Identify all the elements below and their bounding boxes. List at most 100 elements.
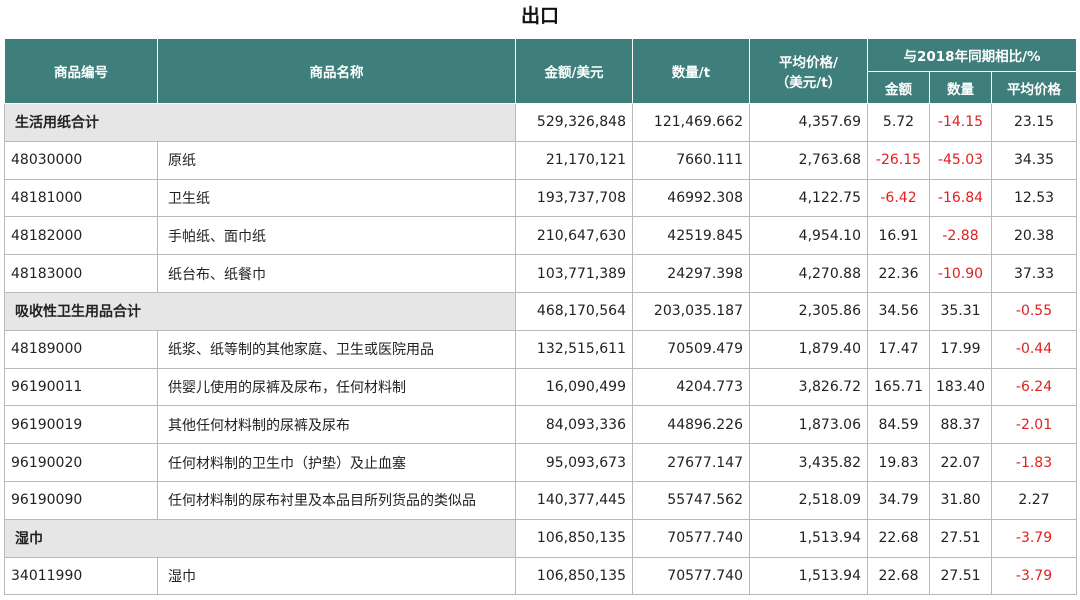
cell-code: 96190020 [4, 443, 158, 482]
export-table: 商品编号 商品名称 金额/美元 数量/t 平均价格/ （美元/t） 与2018年… [4, 38, 1078, 596]
cell-name: 任何材料制的尿布衬里及本品目所列货品的类似品 [157, 480, 516, 520]
cell-yoy-price: 12.53 [990, 178, 1078, 218]
subtotal-label: 生活用纸合计 [4, 103, 516, 142]
cell-name: 纸台布、纸餐巾 [157, 254, 516, 293]
cell-yoy-price: 2.27 [990, 480, 1078, 520]
subtotal-row: 生活用纸合计 529,326,848 121,469.662 4,357.69 5.72… [4, 103, 1078, 142]
cell-amount: 193,737,708 [515, 178, 633, 218]
cell-yoy-amount: 22.68 [867, 556, 930, 596]
cell-avg-price: 4,954.10 [749, 216, 868, 256]
cell-avg-price: 4,270.88 [749, 254, 868, 293]
cell-yoy-amount: 17.47 [867, 329, 930, 369]
cell-avg-price: 1,873.06 [749, 405, 868, 445]
cell-qty: 55747.562 [632, 480, 750, 520]
cell-code: 96190090 [4, 480, 158, 520]
cell-amount: 468,170,564 [515, 291, 633, 331]
header-avg-price-line2: （美元/t） [775, 75, 842, 91]
table-row: 96190090 任何材料制的尿布衬里及本品目所列货品的类似品 140,377,44… [4, 480, 1078, 520]
cell-qty: 7660.111 [632, 140, 750, 180]
cell-yoy-price: 20.38 [990, 216, 1078, 256]
cell-code: 34011990 [4, 556, 158, 596]
cell-yoy-price: -2.01 [990, 405, 1078, 445]
header-avg-price: 平均价格/ （美元/t） [749, 38, 868, 104]
cell-qty: 70577.740 [632, 518, 750, 558]
cell-yoy-price: -0.44 [990, 329, 1078, 369]
cell-yoy-qty: -16.84 [929, 178, 992, 218]
cell-amount: 95,093,673 [515, 443, 633, 482]
cell-code: 48030000 [4, 140, 158, 180]
cell-name: 原纸 [157, 140, 516, 180]
cell-yoy-qty: 183.40 [929, 367, 992, 407]
cell-avg-price: 1,513.94 [749, 556, 868, 596]
cell-avg-price: 4,357.69 [749, 103, 868, 142]
subtotal-row: 吸收性卫生用品合计 468,170,564 203,035.187 2,305.86 3… [4, 291, 1078, 331]
header-yoy-price: 平均价格 [990, 71, 1078, 104]
cell-avg-price: 1,513.94 [749, 518, 868, 558]
cell-qty: 203,035.187 [632, 291, 750, 331]
cell-name: 其他任何材料制的尿裤及尿布 [157, 405, 516, 445]
cell-code: 48182000 [4, 216, 158, 256]
cell-yoy-amount: 19.83 [867, 443, 930, 482]
cell-amount: 84,093,336 [515, 405, 633, 445]
cell-yoy-amount: 22.68 [867, 518, 930, 558]
cell-yoy-price: -1.83 [990, 443, 1078, 482]
cell-yoy-price: 37.33 [990, 254, 1078, 293]
cell-yoy-price: -6.24 [990, 367, 1078, 407]
cell-name: 供婴儿使用的尿裤及尿布，任何材料制 [157, 367, 516, 407]
cell-yoy-price: 23.15 [990, 103, 1078, 142]
cell-amount: 210,647,630 [515, 216, 633, 256]
table-row: 48182000 手帕纸、面巾纸 210,647,630 42519.845 4,954… [4, 216, 1078, 256]
cell-yoy-qty: 22.07 [929, 443, 992, 482]
cell-name: 卫生纸 [157, 178, 516, 218]
cell-code: 96190019 [4, 405, 158, 445]
cell-avg-price: 4,122.75 [749, 178, 868, 218]
cell-yoy-qty: -14.15 [929, 103, 992, 142]
cell-amount: 106,850,135 [515, 518, 633, 558]
header-code: 商品编号 [4, 38, 158, 104]
cell-avg-price: 2,518.09 [749, 480, 868, 520]
header-yoy-group: 与2018年同期相比/% [866, 38, 1078, 72]
cell-yoy-amount: 22.36 [867, 254, 930, 293]
table-row: 48181000 卫生纸 193,737,708 46992.308 4,122.75-… [4, 178, 1078, 218]
cell-qty: 24297.398 [632, 254, 750, 293]
cell-yoy-amount: 5.72 [867, 103, 930, 142]
cell-avg-price: 3,826.72 [749, 367, 868, 407]
table-row: 48183000 纸台布、纸餐巾 103,771,389 24297.398 4,270… [4, 254, 1078, 293]
table-row: 96190011 供婴儿使用的尿裤及尿布，任何材料制 16,090,499 4204.… [4, 367, 1078, 407]
cell-avg-price: 1,879.40 [749, 329, 868, 369]
table-row: 48030000 原纸 21,170,121 7660.111 2,763.68 -26.… [4, 140, 1078, 180]
cell-avg-price: 3,435.82 [749, 443, 868, 482]
cell-yoy-amount: -26.15 [867, 140, 930, 180]
cell-name: 湿巾 [157, 556, 516, 596]
header-yoy-amount: 金额 [867, 71, 930, 104]
header-avg-price-line1: 平均价格/ [779, 55, 838, 71]
table-row: 96190019 其他任何材料制的尿裤及尿布 84,093,336 44896.226… [4, 405, 1078, 445]
cell-code: 48181000 [4, 178, 158, 218]
page-title: 出口 [520, 5, 559, 27]
cell-name: 纸浆、纸等制的其他家庭、卫生或医院用品 [157, 329, 516, 369]
table-body: 生活用纸合计 529,326,848 121,469.662 4,357.69 5.72… [4, 103, 1078, 596]
cell-yoy-amount: 34.79 [867, 480, 930, 520]
cell-qty: 121,469.662 [632, 103, 750, 142]
cell-amount: 140,377,445 [515, 480, 633, 520]
cell-qty: 70577.740 [632, 556, 750, 596]
cell-yoy-amount: 16.91 [867, 216, 930, 256]
cell-yoy-amount: 84.59 [867, 405, 930, 445]
cell-yoy-qty: 88.37 [929, 405, 992, 445]
cell-amount: 529,326,848 [515, 103, 633, 142]
cell-avg-price: 2,305.86 [749, 291, 868, 331]
cell-qty: 70509.479 [632, 329, 750, 369]
subtotal-label: 吸收性卫生用品合计 [4, 291, 516, 331]
cell-yoy-qty: 17.99 [929, 329, 992, 369]
cell-yoy-qty: 27.51 [929, 518, 992, 558]
cell-yoy-qty: 27.51 [929, 556, 992, 596]
cell-amount: 132,515,611 [515, 329, 633, 369]
cell-yoy-qty: 31.80 [929, 480, 992, 520]
cell-qty: 42519.845 [632, 216, 750, 256]
cell-yoy-price: -0.55 [990, 291, 1078, 331]
header-qty: 数量/t [632, 38, 750, 104]
cell-qty: 27677.147 [632, 443, 750, 482]
cell-yoy-qty: -10.90 [929, 254, 992, 293]
cell-yoy-price: -3.79 [990, 556, 1078, 596]
cell-avg-price: 2,763.68 [749, 140, 868, 180]
